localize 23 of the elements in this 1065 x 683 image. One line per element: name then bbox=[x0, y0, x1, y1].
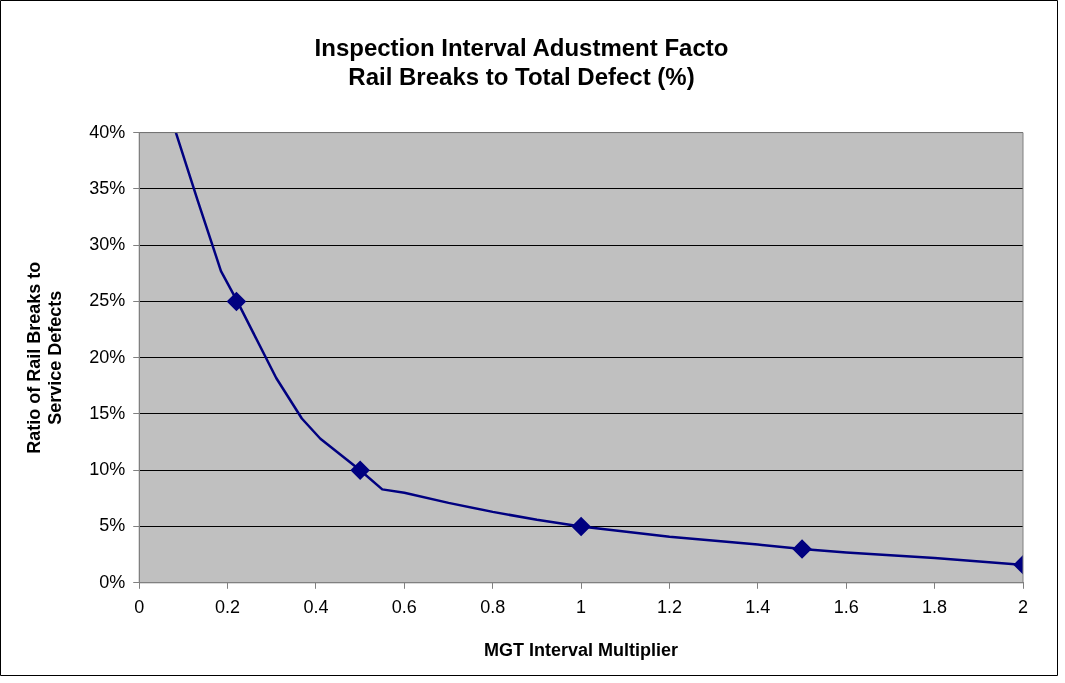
y-tick-label: 40% bbox=[89, 121, 126, 142]
y-tick-label: 5% bbox=[99, 515, 126, 536]
x-tick-label: 0.8 bbox=[480, 596, 506, 617]
chart-title: Inspection Interval Adustment Facto Rail Breaks to Total Defect (%) bbox=[314, 34, 729, 90]
x-tick-label: 1.8 bbox=[922, 596, 948, 617]
y-tick-label: 15% bbox=[89, 402, 126, 423]
x-axis-title: MGT Interval Multiplier bbox=[484, 640, 679, 661]
y-axis-title: Ratio of Rail Breaks to Service Defects bbox=[23, 261, 66, 454]
y-tick-label: 25% bbox=[89, 290, 126, 311]
x-tick-label: 1.2 bbox=[656, 596, 683, 617]
x-tick-label: 1.6 bbox=[833, 596, 859, 617]
x-tick-label: 0.6 bbox=[391, 596, 417, 617]
y-tick-label: 10% bbox=[89, 459, 126, 480]
x-tick-label: 1 bbox=[576, 596, 587, 617]
x-tick-label: 0.2 bbox=[215, 596, 241, 617]
x-tick-label: 1.4 bbox=[745, 596, 771, 617]
x-tick-label: 2 bbox=[1017, 596, 1029, 617]
y-tick-label: 30% bbox=[89, 234, 126, 255]
y-tick-label: 20% bbox=[89, 346, 126, 367]
y-tick-label: 0% bbox=[99, 571, 126, 592]
x-tick-label: 0.4 bbox=[303, 596, 329, 617]
x-tick-label: 0 bbox=[134, 596, 145, 617]
y-tick-label: 35% bbox=[89, 177, 126, 198]
